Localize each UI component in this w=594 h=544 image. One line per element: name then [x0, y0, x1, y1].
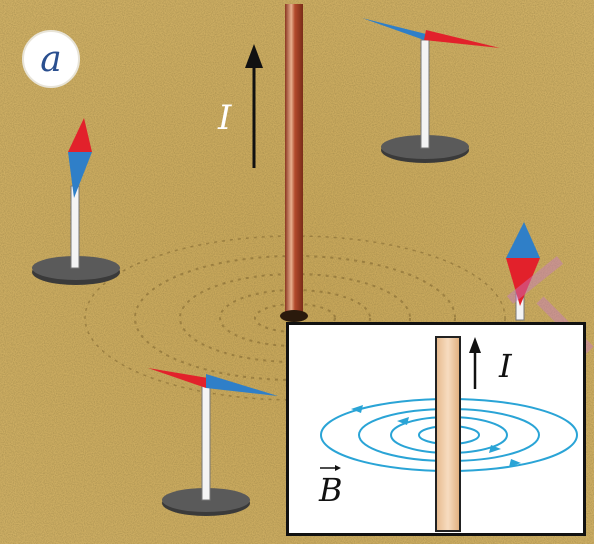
wire-hole: [280, 310, 308, 322]
current-label: I: [218, 98, 232, 138]
field-diagram: [320, 336, 578, 532]
field-direction-arrows: [351, 405, 521, 467]
field-vector-arrow: [320, 465, 341, 471]
conductor-rod: [435, 336, 461, 532]
field-diagram-inset: I B: [286, 322, 586, 536]
compass-top-right: [362, 18, 500, 163]
compass-left: [32, 118, 120, 285]
magnetic-field-label: B: [319, 471, 343, 509]
compass-bottom: [148, 368, 278, 516]
current-arrow: [245, 44, 263, 168]
inset-current-label: I: [499, 347, 512, 385]
wire: [285, 4, 303, 316]
compass-right: [506, 222, 540, 321]
panel-label: a: [22, 30, 80, 88]
inset-current-arrow: [469, 337, 481, 389]
